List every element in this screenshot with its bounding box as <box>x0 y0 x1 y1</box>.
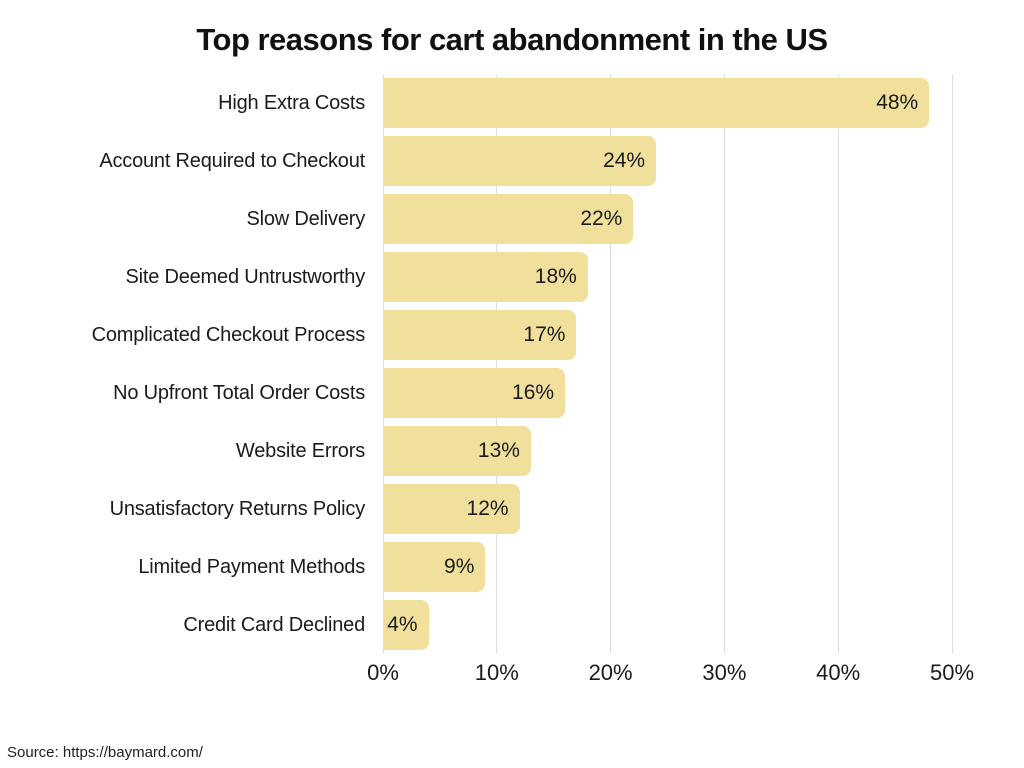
x-tick-label: 50% <box>929 660 975 685</box>
bar: 16% <box>383 368 566 418</box>
gridline <box>951 75 953 653</box>
bar: 48% <box>383 78 930 128</box>
bar-value-label: 16% <box>512 381 555 404</box>
bar: 12% <box>383 484 520 534</box>
bar: 18% <box>383 252 588 302</box>
x-tick-label: 10% <box>474 660 519 685</box>
category-label: Account Required to Checkout <box>99 149 365 172</box>
bar-value-label: 17% <box>523 323 566 346</box>
bar-value-label: 48% <box>876 91 919 114</box>
category-label: Slow Delivery <box>246 207 365 230</box>
bar: 4% <box>383 600 429 650</box>
bar: 22% <box>383 194 634 244</box>
gridline <box>837 75 839 653</box>
bar-value-label: 22% <box>580 207 623 230</box>
gridline <box>496 75 498 653</box>
gridline <box>723 75 725 653</box>
source-note: Source: https://baymard.com/ <box>7 744 203 761</box>
bar-value-label: 18% <box>534 265 577 288</box>
bar-value-label: 12% <box>466 497 509 520</box>
category-label: No Upfront Total Order Costs <box>113 381 365 404</box>
bar-value-label: 9% <box>444 555 475 578</box>
x-axis: 0% 10% 20% 30% 40% 50% <box>367 660 974 690</box>
bar: 9% <box>383 542 486 592</box>
category-label: Site Deemed Untrustworthy <box>125 265 365 288</box>
category-axis: High Extra Costs Account Required to Chec… <box>0 78 366 650</box>
x-tick-label: 30% <box>702 660 747 685</box>
category-label: Website Errors <box>235 439 365 462</box>
bar: 13% <box>383 426 531 476</box>
bar: 17% <box>383 310 577 360</box>
category-label: Credit Card Declined <box>183 613 365 636</box>
bar: 24% <box>383 136 657 186</box>
bar-series: 48% 24% 22% 18% 17% 16% 13% 12% 9% 4% <box>383 78 952 650</box>
category-label: Unsatisfactory Returns Policy <box>109 497 366 520</box>
bar-value-label: 13% <box>477 439 520 462</box>
x-tick-label: 0% <box>367 660 399 685</box>
x-tick-label: 20% <box>588 660 633 685</box>
category-label: Complicated Checkout Process <box>91 323 366 346</box>
category-label: High Extra Costs <box>218 91 365 114</box>
chart-title: Top reasons for cart abandonment in the … <box>196 22 828 57</box>
category-label: Limited Payment Methods <box>138 555 365 578</box>
gridline <box>382 75 384 653</box>
bar-value-label: 4% <box>387 613 418 636</box>
bar-value-label: 24% <box>603 149 646 172</box>
x-tick-label: 40% <box>816 660 861 685</box>
plot-area: 48% 24% 22% 18% 17% 16% 13% 12% 9% 4% <box>382 75 953 653</box>
gridline <box>610 75 612 653</box>
